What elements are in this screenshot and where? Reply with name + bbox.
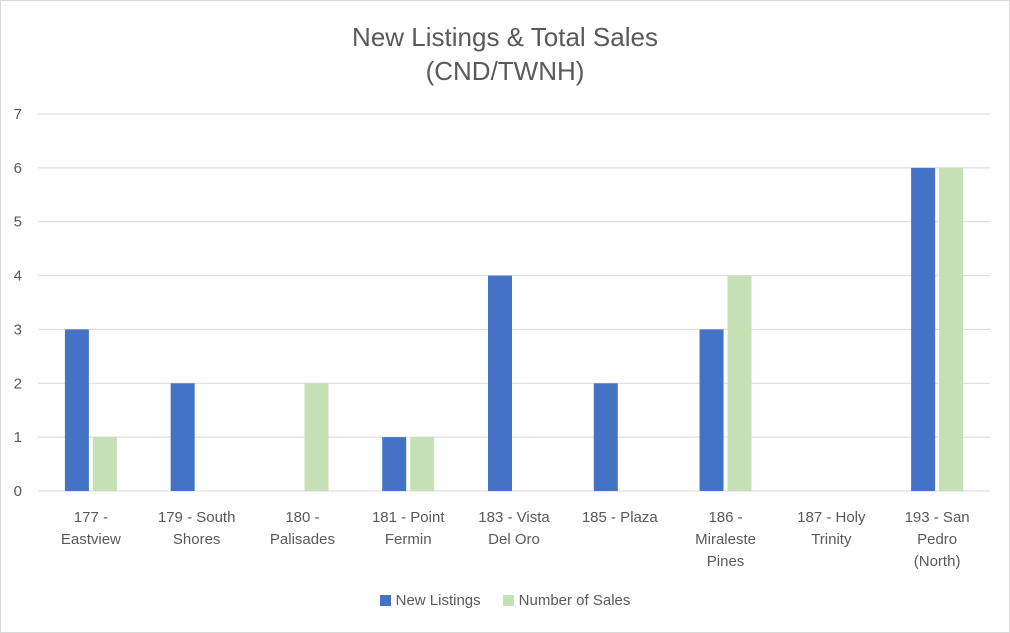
x-category-label: 181 - Point Fermin [372,509,445,548]
x-category-label: 193 - San Pedro (North) [905,509,970,570]
chart-title-line-1: New Listings & Total Sales [352,22,658,52]
x-category-label: 177 -Eastview [61,509,121,548]
legend-item-new-listings: New Listings [379,592,481,609]
legend-item-number-of-sales: Number of Sales [502,592,631,609]
bar-new-listings-8 [911,167,936,491]
bar-new-listings-1 [170,383,195,491]
bar-number-of-sales-0 [92,437,117,491]
bar-number-of-sales-8 [939,167,964,491]
x-category-label: 185 - Plaza [582,509,659,526]
bar-new-listings-3 [382,437,407,491]
chart-title: New Listings & Total Sales (CND/TWNH) [0,20,1010,88]
bar-new-listings-0 [64,329,89,491]
y-tick-label: 4 [14,268,22,285]
x-category-label: 180 -Palisades [270,509,335,548]
y-tick-label: 7 [14,106,22,123]
y-tick-label: 2 [14,375,22,392]
chart-title-line-2: (CND/TWNH) [425,56,585,86]
x-category-label: 187 - Holy Trinity [797,509,866,548]
legend-label-new-listings: New Listings [395,592,481,609]
y-axis-ticks: 0 1 2 3 4 5 6 7 [14,106,22,500]
legend: New Listings Number of Sales [0,592,1010,609]
bars [64,167,964,491]
x-category-label: 183 - Vista Del Oro [478,509,550,548]
bar-number-of-sales-6 [727,275,752,491]
gridlines [38,113,990,492]
bar-new-listings-6 [699,329,724,491]
legend-swatch-number-of-sales [502,595,514,606]
legend-label-number-of-sales: Number of Sales [518,592,631,609]
y-tick-label: 1 [14,429,22,446]
y-tick-label: 5 [14,214,22,231]
x-category-label: 179 - South Shores [158,509,236,548]
bar-number-of-sales-2 [304,383,329,491]
bar-new-listings-5 [593,383,618,491]
y-tick-label: 0 [14,483,22,500]
bar-number-of-sales-3 [410,437,435,491]
legend-swatch-new-listings [379,595,391,606]
y-tick-label: 3 [14,321,22,338]
x-axis-categories: 177 -Eastview 179 - South Shores 180 -Palis… [61,509,970,570]
y-tick-label: 6 [14,160,22,177]
x-category-label: 186 -Miraleste Pines [695,509,756,570]
bar-new-listings-4 [488,275,512,491]
